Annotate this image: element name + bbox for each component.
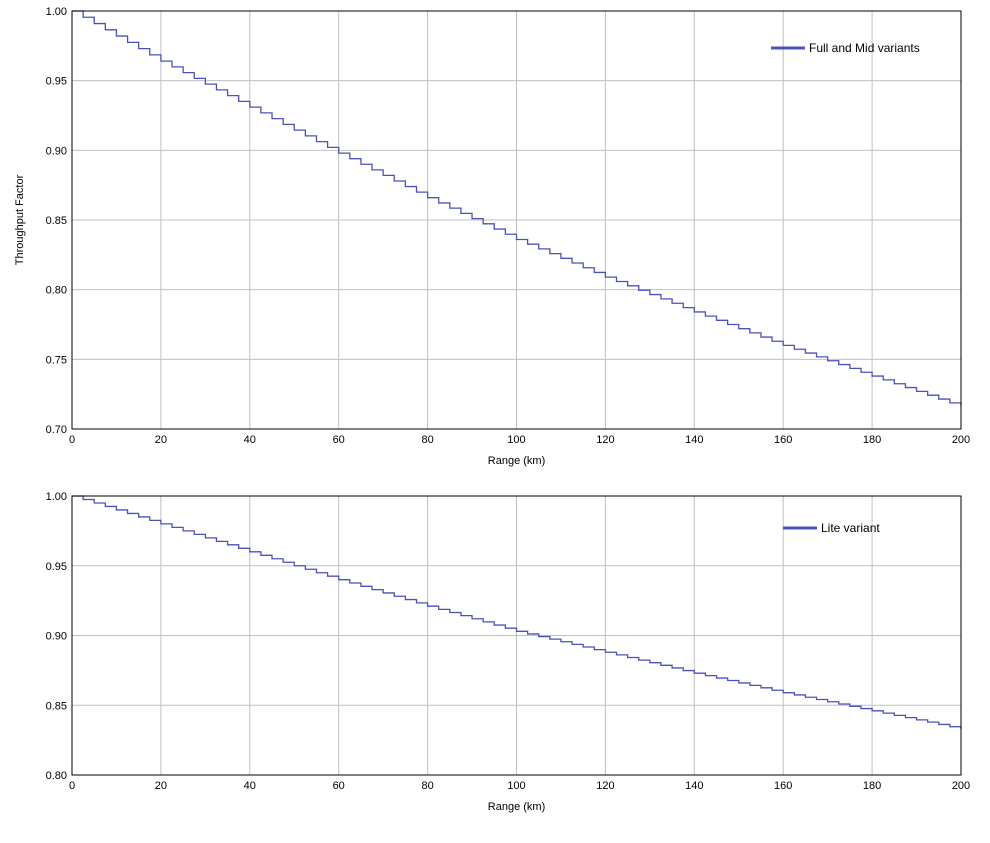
x-tick-label: 100: [507, 434, 525, 446]
x-tick-label: 140: [685, 780, 703, 792]
x-tick-label: 120: [596, 780, 614, 792]
x-tick-label: 160: [774, 780, 792, 792]
x-tick-label: 60: [333, 780, 345, 792]
chart-full-and-mid: 0.70 0.75 0.80 0.85 0.90 0.95 1.00 0 20 40 60 80 10…: [14, 6, 970, 467]
y-tick-label: 0.70: [46, 424, 67, 436]
x-tick-label: 60: [333, 434, 345, 446]
x-axis-label: Range (km): [488, 801, 545, 813]
x-tick-label: 200: [952, 434, 970, 446]
x-tick-label: 100: [507, 780, 525, 792]
x-tick-label: 120: [596, 434, 614, 446]
chart-lite: 0.80 0.85 0.90 0.95 1.00 0 20 40 60 80 100 120 140 1…: [46, 491, 971, 813]
plot-frame: [71, 495, 962, 776]
series-line-full-and-mid: [72, 10, 962, 407]
y-tick-label: 1.00: [46, 6, 67, 18]
x-tick-labels: 0 20 40 60 80 100 120 140 160 180 200: [69, 434, 970, 446]
y-tick-label: 0.85: [46, 215, 67, 227]
y-tick-label: 1.00: [46, 491, 67, 503]
plot-frame: [71, 10, 962, 430]
y-tick-label: 0.75: [46, 354, 67, 366]
x-tick-label: 0: [69, 434, 75, 446]
x-tick-label: 0: [69, 780, 75, 792]
legend-label-full-and-mid: Full and Mid variants: [809, 41, 920, 55]
x-tick-label: 20: [155, 780, 167, 792]
x-tick-label: 200: [952, 780, 970, 792]
y-tick-label: 0.85: [46, 700, 67, 712]
y-tick-label: 0.95: [46, 561, 67, 573]
y-tick-label: 0.80: [46, 285, 67, 297]
x-tick-label: 80: [421, 780, 433, 792]
x-tick-label: 20: [155, 434, 167, 446]
y-tick-label: 0.90: [46, 631, 67, 643]
y-tick-labels: 0.80 0.85 0.90 0.95 1.00: [46, 491, 67, 782]
x-tick-label: 140: [685, 434, 703, 446]
y-tick-label: 0.90: [46, 145, 67, 157]
x-tick-label: 180: [863, 434, 881, 446]
x-tick-label: 160: [774, 434, 792, 446]
series-line-lite: [72, 495, 962, 729]
y-axis-label: Throughput Factor: [14, 174, 26, 265]
x-tick-label: 40: [244, 780, 256, 792]
legend: Lite variant: [783, 521, 880, 535]
legend-label-lite: Lite variant: [821, 521, 880, 535]
y-tick-label: 0.95: [46, 76, 67, 88]
x-tick-labels: 0 20 40 60 80 100 120 140 160 180 200: [69, 780, 970, 792]
y-tick-label: 0.80: [46, 770, 67, 782]
x-tick-label: 180: [863, 780, 881, 792]
legend: Full and Mid variants: [771, 41, 920, 55]
grid-lines: [71, 10, 962, 430]
x-axis-label: Range (km): [488, 455, 545, 467]
x-tick-label: 80: [421, 434, 433, 446]
y-tick-labels: 0.70 0.75 0.80 0.85 0.90 0.95 1.00: [46, 6, 67, 436]
x-tick-label: 40: [244, 434, 256, 446]
